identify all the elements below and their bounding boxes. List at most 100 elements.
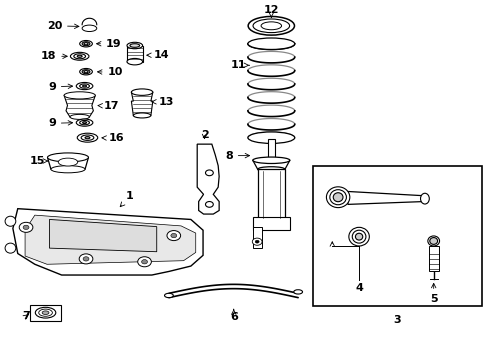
Text: 17: 17 [98, 101, 120, 111]
Bar [257, 169, 285, 220]
Bar [428, 246, 438, 271]
Circle shape [255, 240, 259, 243]
Ellipse shape [64, 92, 95, 99]
Text: 10: 10 [97, 67, 122, 77]
Ellipse shape [77, 133, 98, 142]
Ellipse shape [42, 311, 49, 315]
Ellipse shape [80, 41, 92, 47]
Circle shape [79, 254, 93, 264]
Ellipse shape [80, 84, 89, 88]
Ellipse shape [81, 135, 94, 140]
Text: 9: 9 [48, 118, 72, 128]
Ellipse shape [82, 25, 97, 32]
Ellipse shape [247, 38, 294, 49]
Ellipse shape [326, 187, 349, 208]
Circle shape [205, 170, 213, 176]
Text: 16: 16 [102, 134, 124, 143]
Polygon shape [64, 95, 95, 117]
Ellipse shape [70, 52, 89, 60]
Polygon shape [252, 160, 289, 169]
Ellipse shape [84, 71, 88, 73]
Ellipse shape [82, 42, 90, 46]
Ellipse shape [429, 238, 437, 244]
Polygon shape [347, 192, 424, 204]
Ellipse shape [5, 216, 16, 226]
Circle shape [170, 233, 176, 238]
Circle shape [142, 260, 147, 264]
Polygon shape [47, 157, 88, 169]
Ellipse shape [80, 68, 92, 75]
Ellipse shape [293, 290, 302, 294]
Text: 13: 13 [151, 97, 174, 107]
Ellipse shape [77, 55, 82, 57]
Ellipse shape [84, 42, 88, 45]
Ellipse shape [247, 132, 294, 143]
Ellipse shape [82, 122, 86, 123]
Ellipse shape [82, 70, 90, 74]
Polygon shape [25, 215, 195, 264]
Bar [312, 166, 482, 306]
Bar [30, 305, 61, 320]
Ellipse shape [130, 44, 140, 47]
Circle shape [19, 222, 33, 232]
Text: 2: 2 [200, 130, 208, 140]
Ellipse shape [85, 136, 90, 139]
Ellipse shape [58, 158, 78, 166]
Circle shape [138, 257, 151, 267]
Text: 4: 4 [354, 283, 362, 293]
Text: 20: 20 [46, 21, 79, 31]
Ellipse shape [47, 153, 88, 162]
Text: 1: 1 [120, 191, 134, 207]
Polygon shape [13, 209, 203, 275]
Circle shape [205, 202, 213, 207]
Text: 9: 9 [48, 82, 72, 92]
Text: 8: 8 [224, 150, 249, 161]
Ellipse shape [247, 17, 294, 35]
Ellipse shape [127, 42, 142, 49]
Bar [252, 226, 261, 248]
Text: 7: 7 [22, 311, 30, 321]
Text: 19: 19 [96, 39, 122, 49]
Ellipse shape [332, 193, 342, 202]
Ellipse shape [51, 166, 85, 173]
Ellipse shape [252, 157, 289, 163]
Ellipse shape [329, 190, 346, 205]
Text: 12: 12 [263, 5, 279, 18]
Text: 11: 11 [230, 60, 249, 70]
Ellipse shape [5, 243, 16, 253]
Ellipse shape [252, 19, 289, 33]
Ellipse shape [133, 113, 151, 118]
Text: 14: 14 [146, 50, 169, 60]
Ellipse shape [76, 82, 93, 90]
Ellipse shape [35, 307, 56, 318]
Ellipse shape [127, 58, 142, 65]
Bar [127, 45, 142, 62]
Polygon shape [197, 144, 219, 214]
Ellipse shape [131, 89, 153, 95]
Ellipse shape [70, 114, 89, 120]
Ellipse shape [74, 54, 85, 59]
Ellipse shape [82, 85, 86, 87]
Ellipse shape [420, 193, 428, 204]
Ellipse shape [348, 227, 368, 246]
Ellipse shape [164, 293, 173, 298]
Text: 6: 6 [229, 309, 237, 322]
Ellipse shape [261, 22, 281, 30]
Circle shape [83, 257, 89, 261]
Text: 3: 3 [393, 315, 401, 325]
Ellipse shape [80, 121, 89, 125]
Circle shape [166, 230, 180, 240]
Polygon shape [131, 92, 153, 116]
Bar [252, 217, 289, 230]
Ellipse shape [257, 167, 285, 172]
Text: 5: 5 [429, 283, 437, 304]
Circle shape [252, 238, 262, 245]
Text: 15: 15 [29, 156, 48, 166]
Ellipse shape [76, 119, 93, 126]
Ellipse shape [39, 309, 52, 316]
Circle shape [23, 225, 29, 229]
Ellipse shape [351, 230, 365, 243]
Polygon shape [49, 220, 157, 252]
Text: 18: 18 [41, 51, 67, 61]
Bar [267, 139, 274, 160]
